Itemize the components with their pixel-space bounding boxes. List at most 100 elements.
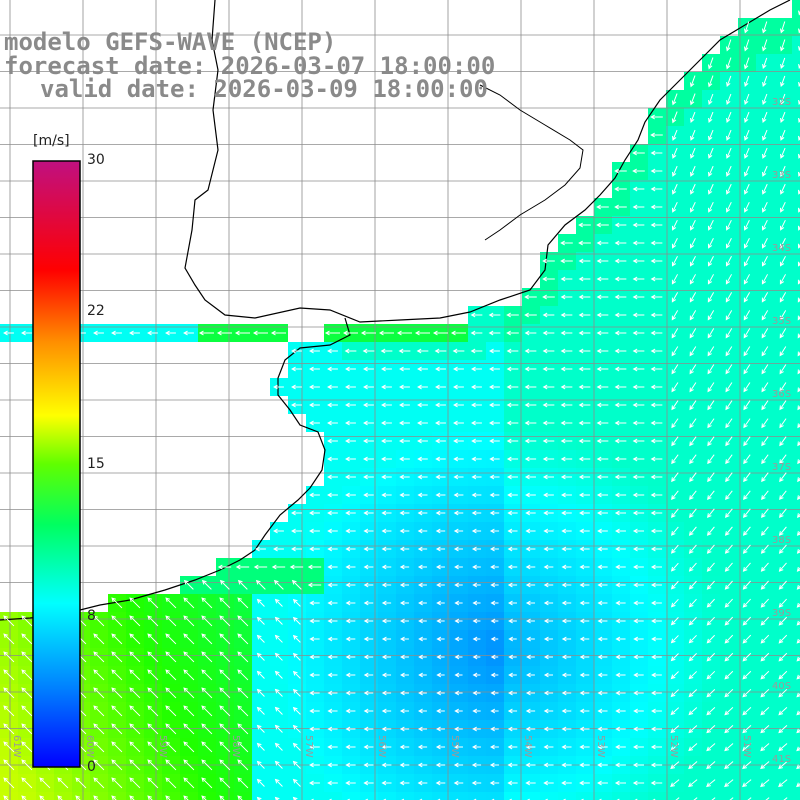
wind-arrow <box>706 562 715 572</box>
wind-arrow <box>417 546 428 552</box>
wind-arrow <box>724 562 733 572</box>
speed-cell <box>72 792 90 800</box>
wind-arrow <box>417 726 428 732</box>
wind-arrow <box>453 420 464 426</box>
wind-arrow <box>632 402 645 408</box>
wind-arrow <box>327 726 338 732</box>
wind-arrow <box>650 528 663 534</box>
wind-arrow <box>706 616 715 626</box>
wind-arrow <box>742 725 752 734</box>
wind-arrow <box>506 402 519 408</box>
wind-arrow <box>309 420 320 426</box>
wind-arrow <box>363 366 374 372</box>
wind-arrow <box>765 797 770 800</box>
wind-arrow <box>219 777 231 789</box>
wind-arrow <box>596 348 609 354</box>
wind-arrow <box>344 348 357 354</box>
wind-arrow <box>381 654 392 660</box>
wind-arrow <box>778 562 787 572</box>
wind-arrow <box>292 796 298 800</box>
speed-cell <box>558 792 576 800</box>
wind-arrow <box>363 726 374 732</box>
wind-arrow <box>400 636 409 642</box>
wind-arrow <box>147 633 159 645</box>
wind-arrow <box>707 183 714 195</box>
wind-arrow <box>743 436 751 447</box>
wind-arrow <box>129 669 141 681</box>
wind-arrow <box>596 420 609 426</box>
wind-arrow <box>147 669 159 681</box>
wind-arrow <box>651 690 662 696</box>
wind-arrow <box>689 454 697 465</box>
wind-arrow <box>524 456 537 462</box>
wind-arrow <box>256 670 265 679</box>
wind-arrow <box>256 598 265 607</box>
wind-arrow <box>561 690 572 696</box>
wind-arrow <box>560 258 573 264</box>
wind-arrow <box>707 490 715 501</box>
wind-arrow <box>363 528 374 534</box>
wind-arrow <box>453 744 463 750</box>
valid-date: valid date: 2026-03-09 18:00:00 <box>40 75 488 103</box>
wind-arrow <box>363 600 374 606</box>
wind-arrow <box>725 183 732 195</box>
speed-cell <box>432 792 450 800</box>
wind-arrow <box>274 688 283 697</box>
wind-arrow <box>561 726 572 732</box>
wind-arrow <box>345 708 356 714</box>
wind-arrow <box>309 366 320 372</box>
wind-arrow <box>399 546 410 552</box>
wind-arrow <box>780 93 786 105</box>
wind-arrow <box>614 276 627 282</box>
wind-arrow <box>3 759 15 771</box>
wind-arrow <box>742 580 751 590</box>
wind-arrow <box>689 238 696 249</box>
wind-arrow <box>778 761 788 770</box>
speed-cell <box>576 792 594 800</box>
wind-arrow <box>797 297 800 303</box>
wind-arrow <box>93 687 105 699</box>
wind-arrow <box>543 636 553 642</box>
wind-arrow <box>490 546 499 552</box>
wind-arrow <box>525 528 536 534</box>
speed-cell <box>198 792 216 800</box>
wind-arrow <box>507 546 518 552</box>
wind-arrow <box>615 600 626 606</box>
wind-arrow <box>524 420 537 426</box>
wind-arrow <box>436 654 445 660</box>
speed-cell <box>162 792 180 800</box>
longitude-label: 52W <box>668 735 679 758</box>
wind-arrow <box>744 147 750 159</box>
wind-arrow <box>526 672 535 678</box>
wind-arrow <box>417 510 428 516</box>
wind-arrow <box>671 183 678 195</box>
speed-cell <box>792 54 800 72</box>
wind-arrow <box>706 688 716 698</box>
wind-arrow <box>596 276 609 282</box>
wind-arrow <box>670 779 680 788</box>
wind-arrow <box>597 582 608 588</box>
wind-arrow <box>327 636 338 642</box>
wind-arrow <box>542 276 555 282</box>
wind-arrow <box>632 348 645 354</box>
wind-arrow <box>760 779 770 788</box>
wind-arrow <box>633 726 644 732</box>
wind-arrow <box>417 744 428 750</box>
wind-arrow <box>561 654 572 660</box>
wind-arrow <box>327 456 338 462</box>
wind-arrow <box>797 225 800 231</box>
wind-arrow <box>327 672 338 678</box>
wind-arrow <box>435 510 446 516</box>
wind-arrow <box>761 418 769 429</box>
wind-arrow <box>327 492 338 498</box>
wind-arrow <box>524 366 537 372</box>
wind-arrow <box>729 797 734 800</box>
wind-arrow <box>671 238 678 249</box>
wind-arrow <box>3 615 15 627</box>
speed-cell <box>306 792 324 800</box>
wind-arrow <box>560 456 573 462</box>
wind-arrow <box>418 708 427 714</box>
longitude-label: 56W <box>376 735 387 758</box>
speed-cell <box>792 18 800 36</box>
wind-arrow <box>633 618 644 624</box>
